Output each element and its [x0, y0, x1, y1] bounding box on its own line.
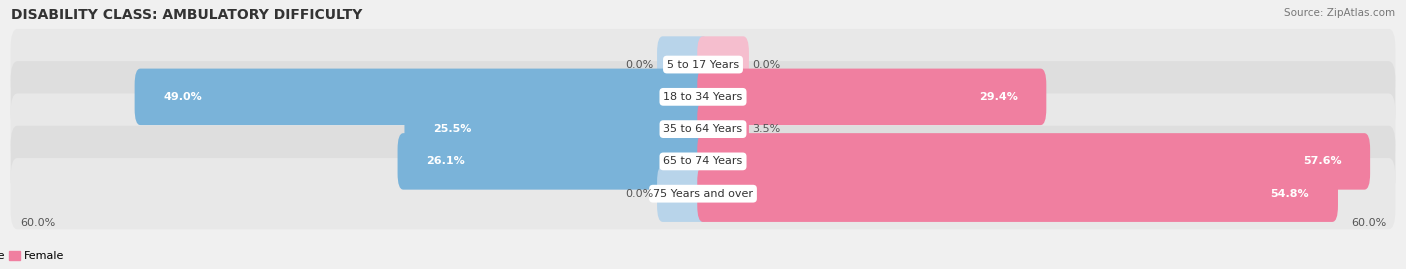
Text: 26.1%: 26.1% [426, 156, 465, 167]
FancyBboxPatch shape [657, 36, 709, 93]
Text: 0.0%: 0.0% [752, 59, 780, 70]
FancyBboxPatch shape [398, 133, 709, 190]
Text: 49.0%: 49.0% [163, 92, 202, 102]
FancyBboxPatch shape [697, 165, 1339, 222]
Text: Source: ZipAtlas.com: Source: ZipAtlas.com [1284, 8, 1395, 18]
Text: 18 to 34 Years: 18 to 34 Years [664, 92, 742, 102]
Text: 57.6%: 57.6% [1303, 156, 1341, 167]
Text: 0.0%: 0.0% [626, 189, 654, 199]
Text: 3.5%: 3.5% [752, 124, 780, 134]
FancyBboxPatch shape [697, 69, 1046, 125]
Text: 54.8%: 54.8% [1271, 189, 1309, 199]
Text: 75 Years and over: 75 Years and over [652, 189, 754, 199]
Text: DISABILITY CLASS: AMBULATORY DIFFICULTY: DISABILITY CLASS: AMBULATORY DIFFICULTY [11, 8, 363, 22]
Text: 60.0%: 60.0% [20, 218, 55, 228]
Text: 60.0%: 60.0% [1351, 218, 1386, 228]
Text: 35 to 64 Years: 35 to 64 Years [664, 124, 742, 134]
FancyBboxPatch shape [11, 61, 1395, 133]
Text: 25.5%: 25.5% [433, 124, 471, 134]
FancyBboxPatch shape [657, 165, 709, 222]
FancyBboxPatch shape [11, 93, 1395, 165]
Legend: Male, Female: Male, Female [0, 246, 69, 266]
Text: 29.4%: 29.4% [979, 92, 1018, 102]
FancyBboxPatch shape [697, 133, 1369, 190]
Text: 0.0%: 0.0% [626, 59, 654, 70]
Text: 5 to 17 Years: 5 to 17 Years [666, 59, 740, 70]
FancyBboxPatch shape [135, 69, 709, 125]
FancyBboxPatch shape [11, 29, 1395, 100]
FancyBboxPatch shape [11, 126, 1395, 197]
FancyBboxPatch shape [405, 101, 709, 157]
FancyBboxPatch shape [11, 158, 1395, 229]
FancyBboxPatch shape [697, 101, 749, 157]
FancyBboxPatch shape [697, 36, 749, 93]
Text: 65 to 74 Years: 65 to 74 Years [664, 156, 742, 167]
